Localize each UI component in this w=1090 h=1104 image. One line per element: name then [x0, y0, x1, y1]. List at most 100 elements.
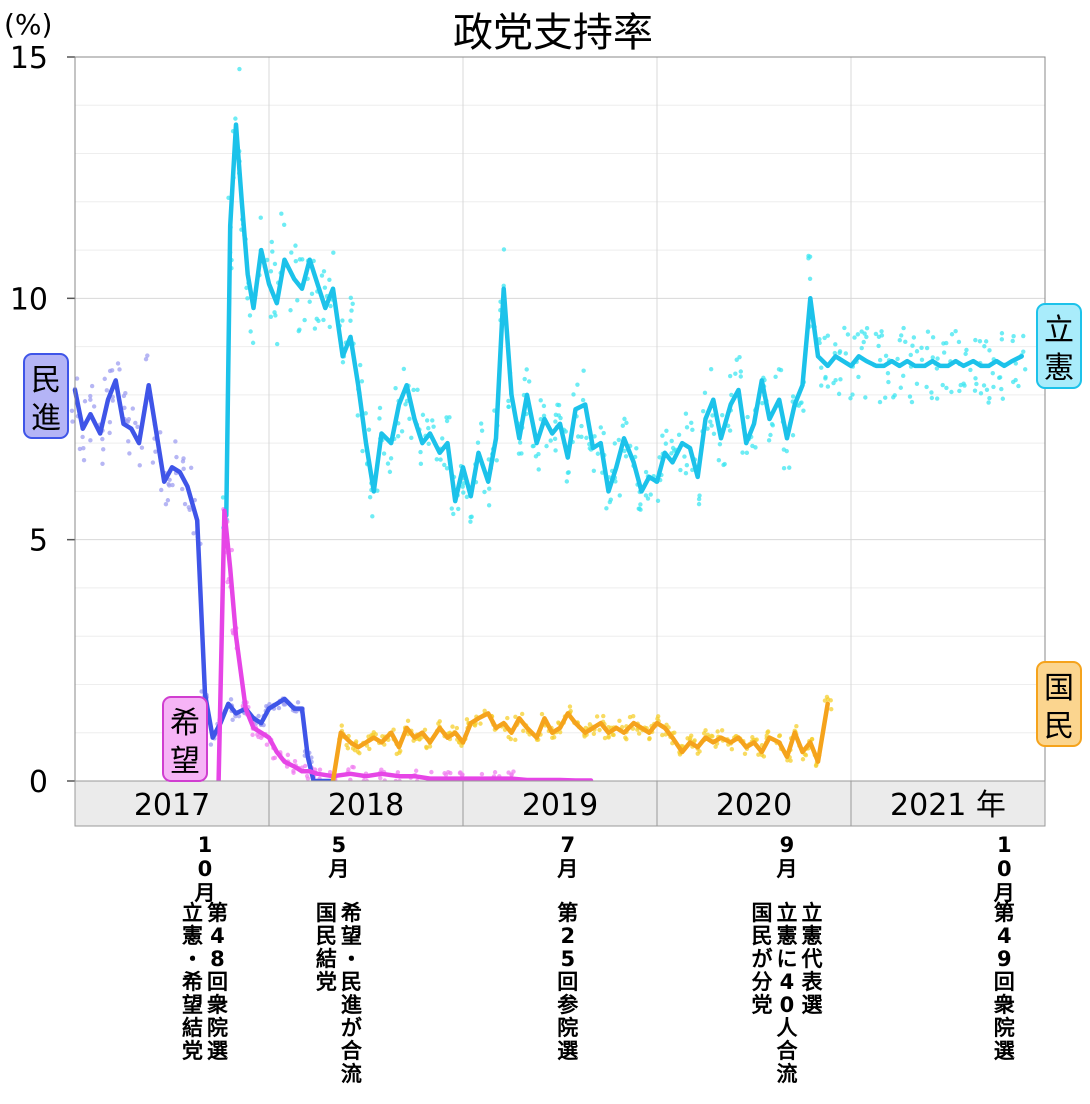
survey-dot: [978, 391, 984, 396]
survey-dot: [785, 758, 790, 763]
survey-dot: [340, 318, 345, 323]
annotation-month-char: 月: [775, 857, 797, 881]
survey-dot: [575, 434, 581, 439]
survey-dot: [442, 771, 447, 776]
survey-dot: [460, 484, 465, 489]
annotation-char: 結: [182, 1016, 203, 1040]
survey-dot: [464, 494, 470, 500]
survey-dot: [401, 366, 407, 372]
survey-dot: [914, 349, 920, 354]
survey-dot: [956, 339, 962, 345]
year-cell: [74, 780, 270, 827]
survey-dot: [100, 436, 105, 442]
survey-dot: [581, 368, 586, 373]
annotation-char: 流: [341, 1062, 362, 1086]
survey-dot: [800, 757, 806, 762]
survey-dot: [519, 711, 525, 717]
survey-dot: [684, 463, 690, 468]
survey-dot: [567, 704, 573, 709]
annotation-month-char: 月: [993, 881, 1015, 905]
survey-dot: [852, 335, 857, 340]
survey-dot: [468, 519, 473, 524]
survey-dot: [738, 369, 744, 374]
survey-dot: [709, 733, 714, 739]
survey-dot: [367, 494, 373, 500]
survey-dot: [701, 408, 706, 414]
survey-dot: [348, 318, 353, 323]
survey-dot: [370, 514, 375, 519]
survey-dot: [1013, 361, 1018, 366]
survey-dot: [1010, 338, 1015, 344]
annotation-month-char: 7: [560, 833, 575, 857]
survey-dot: [541, 403, 547, 409]
survey-dot: [458, 770, 463, 775]
survey-dot: [107, 419, 113, 425]
year-cell: [850, 780, 1046, 827]
survey-dot: [293, 243, 298, 248]
survey-dot: [716, 457, 722, 463]
survey-dot: [479, 771, 485, 777]
survey-dot: [331, 250, 336, 255]
survey-dot: [405, 718, 411, 724]
survey-dot: [911, 335, 917, 340]
survey-dot: [328, 303, 333, 309]
survey-dot: [769, 421, 775, 427]
survey-dot: [245, 296, 250, 301]
survey-dot: [825, 697, 831, 702]
annotation-char: 民: [341, 970, 362, 994]
annotation-char: 第: [557, 901, 578, 925]
survey-dot: [781, 466, 787, 471]
survey-dot: [740, 450, 745, 455]
survey-dot: [270, 249, 275, 254]
survey-dot: [551, 735, 557, 740]
survey-dot: [984, 387, 990, 392]
survey-dot: [556, 413, 561, 418]
survey-dot: [191, 531, 196, 536]
survey-dot: [669, 438, 674, 444]
survey-dot: [761, 754, 767, 759]
survey-dot: [350, 301, 355, 306]
year-label: 2017: [134, 788, 210, 823]
survey-dot: [684, 425, 690, 430]
survey-dot: [877, 357, 883, 363]
survey-dot: [74, 376, 80, 381]
survey-dot: [295, 700, 301, 705]
survey-dot: [69, 408, 75, 413]
survey-dot: [738, 374, 743, 379]
survey-dot: [371, 730, 376, 735]
survey-dot: [170, 482, 175, 488]
survey-dot: [968, 367, 973, 373]
survey-dot: [153, 449, 158, 454]
survey-dot: [660, 732, 665, 738]
survey-dot: [744, 450, 750, 456]
survey-dot: [733, 371, 738, 376]
survey-dot: [110, 398, 115, 403]
survey-dot: [803, 753, 809, 758]
survey-dot: [617, 718, 622, 723]
survey-dot: [753, 445, 758, 450]
survey-dot: [456, 506, 461, 512]
survey-dot: [864, 325, 870, 331]
survey-dot: [522, 376, 527, 382]
survey-dot: [101, 447, 106, 452]
survey-dot: [719, 728, 725, 733]
survey-dot: [411, 387, 416, 393]
survey-dot: [143, 356, 149, 362]
survey-dot: [391, 727, 396, 732]
survey-dot: [612, 441, 617, 446]
year-band: 2017 2018 2019 2020 2021 年: [74, 780, 1046, 827]
survey-dot: [886, 379, 891, 385]
survey-dot: [977, 339, 983, 344]
survey-dot: [397, 750, 402, 755]
survey-dot: [689, 420, 694, 426]
survey-dot: [469, 514, 474, 519]
survey-dot: [352, 747, 358, 753]
party-label-char: 望: [170, 744, 200, 779]
survey-dot: [934, 396, 940, 401]
survey-dot: [848, 396, 853, 401]
survey-dot: [321, 317, 326, 323]
survey-dot: [506, 398, 511, 404]
survey-dot: [579, 434, 584, 440]
survey-dot: [288, 308, 293, 313]
y-tick-label: 10: [10, 282, 48, 317]
